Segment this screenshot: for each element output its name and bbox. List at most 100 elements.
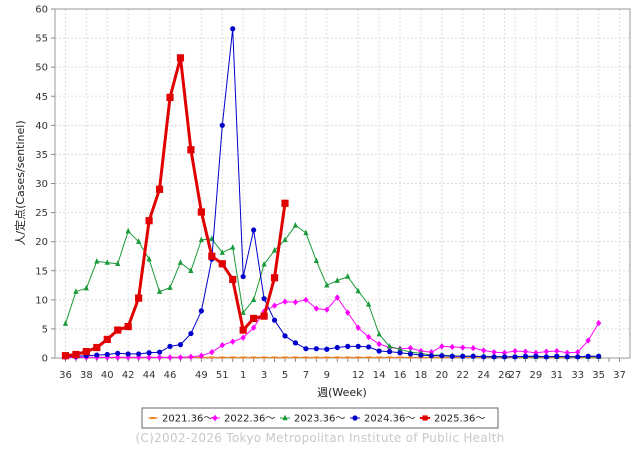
x-tick-label: 51	[216, 370, 229, 381]
data-point	[271, 246, 278, 253]
data-point	[230, 26, 236, 32]
x-tick-label: 26	[498, 370, 511, 381]
data-point	[282, 414, 288, 421]
data-point	[177, 342, 184, 348]
data-point	[397, 350, 403, 356]
data-point	[176, 54, 185, 62]
data-point	[156, 288, 163, 294]
legend-label: 2024.36〜	[364, 414, 415, 425]
data-point	[345, 356, 351, 359]
x-tick-label: 37	[613, 370, 626, 381]
data-point	[146, 350, 152, 356]
data-point	[397, 356, 403, 359]
data-point	[104, 351, 110, 358]
x-tick-label: 33	[571, 370, 584, 381]
y-tick-label: 5	[42, 324, 48, 335]
data-point	[366, 344, 372, 350]
data-point	[366, 301, 372, 307]
data-point	[585, 353, 591, 359]
data-point	[491, 354, 497, 360]
data-point	[428, 353, 434, 359]
data-point	[209, 356, 215, 359]
data-point	[240, 273, 246, 280]
legend: 2021.36〜 2022.36〜 2023.36〜 2024.36〜 2025.36〜	[141, 407, 499, 429]
data-point	[470, 344, 476, 352]
x-tick-label: 49	[195, 370, 208, 381]
data-point	[136, 238, 142, 244]
data-point	[282, 236, 288, 243]
data-point	[167, 284, 173, 290]
legend-label: 2025.36〜	[434, 414, 485, 425]
data-point	[501, 354, 508, 360]
x-tick-label: 1	[240, 370, 246, 381]
data-point	[150, 417, 156, 419]
data-point	[512, 347, 518, 355]
x-tick-label: 20	[435, 370, 448, 381]
legend-label: 2021.36〜	[162, 414, 213, 425]
data-point	[261, 296, 267, 302]
data-point	[376, 348, 382, 354]
data-point	[376, 340, 382, 348]
x-tick-label: 16	[394, 370, 407, 381]
data-point	[115, 260, 121, 266]
data-point	[146, 354, 152, 361]
data-point	[156, 354, 163, 361]
data-point	[271, 317, 278, 323]
x-tick-label: 40	[101, 370, 114, 381]
series-2023.36〜	[62, 221, 602, 360]
y-tick-label: 45	[35, 92, 48, 103]
data-point	[313, 356, 319, 359]
data-point	[125, 227, 131, 234]
x-tick-label: 29	[530, 370, 543, 381]
data-point	[188, 267, 194, 273]
data-point	[93, 343, 101, 352]
data-point	[251, 356, 257, 359]
data-point	[533, 353, 539, 359]
data-point	[470, 353, 476, 359]
x-tick-label: 38	[80, 370, 93, 381]
x-tick-label: 31	[550, 370, 563, 381]
data-point	[94, 258, 100, 264]
data-point	[261, 356, 267, 359]
series-line	[65, 28, 599, 358]
data-point	[324, 306, 330, 313]
y-tick-label: 30	[35, 179, 48, 190]
data-point	[324, 356, 330, 359]
data-point	[397, 345, 403, 352]
data-point	[449, 353, 455, 359]
data-point	[386, 349, 393, 355]
data-point	[512, 354, 518, 360]
data-point	[522, 353, 529, 359]
data-point	[334, 294, 340, 301]
data-point	[197, 208, 205, 216]
data-point	[313, 257, 319, 264]
x-tick-label: 35	[592, 370, 605, 381]
data-point	[324, 346, 330, 352]
data-point	[345, 309, 351, 316]
data-point	[94, 352, 100, 358]
data-point	[564, 354, 570, 360]
x-tick-label: 5	[282, 370, 288, 381]
data-point	[407, 351, 414, 357]
y-tick-label: 50	[35, 63, 48, 74]
data-point	[167, 354, 173, 361]
series-line	[65, 56, 287, 358]
y-tick-label: 15	[35, 266, 48, 277]
legend-item: 2024.36〜	[350, 414, 415, 425]
data-point	[260, 312, 268, 320]
x-tick-label: 22	[456, 370, 469, 381]
x-tick-label: 46	[164, 370, 177, 381]
data-point	[230, 338, 236, 345]
data-point	[104, 259, 110, 265]
data-point	[177, 259, 184, 265]
data-point	[439, 353, 445, 359]
data-point	[355, 324, 361, 331]
data-point	[366, 356, 372, 359]
data-point	[125, 351, 131, 357]
data-point	[219, 342, 225, 349]
data-point	[313, 305, 319, 312]
data-point	[324, 281, 330, 288]
